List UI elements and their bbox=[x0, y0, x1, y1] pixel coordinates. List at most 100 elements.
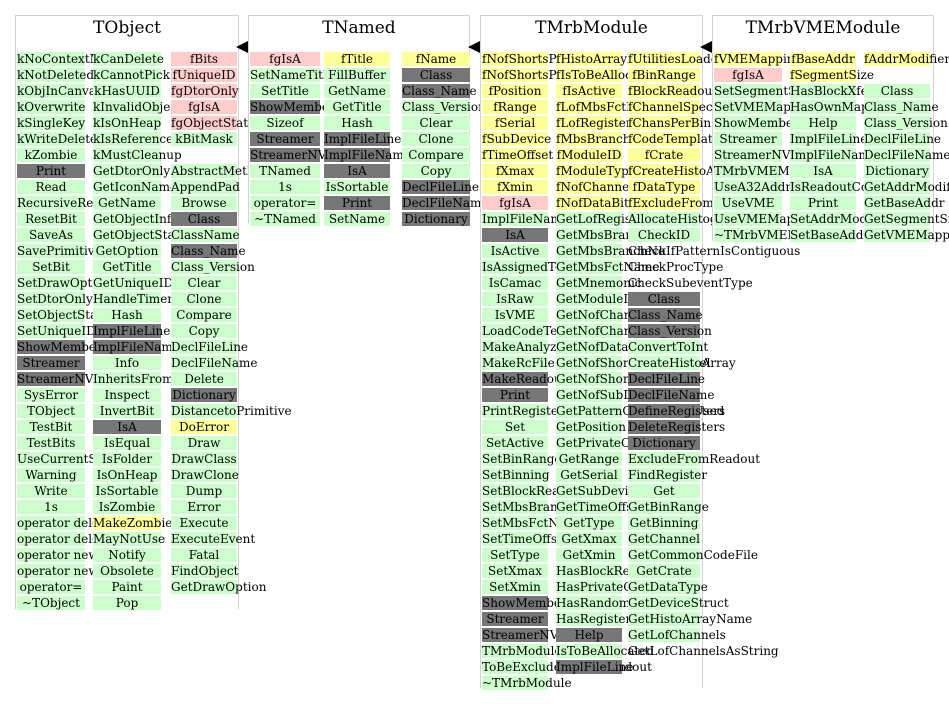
member-cell: GetName bbox=[93, 196, 161, 210]
member-cell: fCodeTemplates bbox=[628, 132, 726, 146]
member-cell: SetMbsFctName bbox=[482, 516, 584, 530]
member-cell: Class bbox=[402, 68, 470, 82]
member-cell: Class_Name bbox=[171, 244, 246, 258]
member-cell: TestBit bbox=[17, 420, 85, 434]
member-label: GetIconName bbox=[93, 180, 178, 194]
member-cell: StreamerNVirtual bbox=[250, 148, 359, 162]
member-cell: UseA32Addressing bbox=[714, 180, 830, 194]
member-label: SetActive bbox=[485, 436, 545, 450]
member-label: Warning bbox=[25, 468, 77, 482]
member-label: Copy bbox=[420, 164, 452, 178]
member-cell: IsCamac bbox=[482, 276, 548, 290]
member-cell: DeclFileName bbox=[864, 148, 949, 162]
member-cell: Class bbox=[864, 84, 930, 98]
member-label: GetMbsFctName bbox=[556, 260, 660, 274]
member-label: SetDtorOnly bbox=[17, 292, 93, 306]
member-cell: kCanDelete bbox=[93, 52, 164, 66]
member-cell: IsActive bbox=[482, 244, 548, 258]
member-cell: SetDtorOnly bbox=[17, 292, 93, 306]
member-label: ImplFileName bbox=[324, 148, 411, 162]
member-cell: ShowMembers bbox=[482, 596, 573, 610]
member-cell: UseVME bbox=[714, 196, 782, 210]
member-cell: Sizeof bbox=[250, 116, 320, 130]
member-label: GetVMEMapping bbox=[864, 228, 949, 242]
member-label: TestBits bbox=[26, 436, 76, 450]
member-label: GetDataType bbox=[628, 580, 708, 594]
member-label: SetName bbox=[328, 212, 386, 226]
member-cell: HasRandomReadout bbox=[556, 596, 681, 610]
member-label: IsActive bbox=[490, 244, 540, 258]
member-cell: DeclFileName bbox=[171, 356, 258, 370]
member-label: fgDtorOnly bbox=[171, 84, 239, 98]
member-label: Streamer bbox=[486, 612, 544, 626]
member-label: operator= bbox=[19, 580, 83, 594]
member-label: CheckSubeventType bbox=[628, 276, 753, 290]
member-label: SetTimeOffset bbox=[482, 532, 569, 546]
member-cell: GetObjectInfo bbox=[93, 212, 179, 226]
inheritance-arrow-icon bbox=[468, 41, 480, 53]
member-label: CheckIfPatternIsContiguous bbox=[628, 244, 801, 258]
member-label: kObjInCanvas bbox=[17, 84, 103, 98]
member-label: Obsolete bbox=[100, 564, 154, 578]
class-panel-tobject: TObject kNoContextMenu kNotDeleted kObjInC… bbox=[15, 15, 292, 610]
member-cell: kMustCleanup bbox=[93, 148, 182, 162]
member-label: GetPosition bbox=[556, 420, 626, 434]
member-label: AppendPad bbox=[171, 180, 240, 194]
member-label: Streamer bbox=[22, 356, 80, 370]
member-label: ImplFileName bbox=[482, 212, 569, 226]
member-label: fNofChannels bbox=[556, 180, 640, 194]
member-cell: 1s bbox=[17, 500, 85, 514]
member-label: CheckID bbox=[637, 228, 691, 242]
member-cell: TMrbModule bbox=[482, 644, 562, 658]
member-label: MakeZombie bbox=[93, 516, 173, 530]
member-label: fgIsA bbox=[269, 52, 301, 66]
member-cell: IsZombie bbox=[93, 500, 161, 514]
member-cell: fBinRange bbox=[628, 68, 700, 82]
member-cell: ImplFileLine bbox=[93, 324, 170, 338]
member-cell: fHistoArrayName bbox=[556, 52, 663, 66]
member-label: fChannelSpec bbox=[628, 100, 713, 114]
member-cell: kOverwrite bbox=[17, 100, 86, 114]
member-label: Info bbox=[114, 356, 140, 370]
member-label: fSubDevice bbox=[482, 132, 552, 146]
member-cell: Fatal bbox=[171, 548, 237, 562]
member-label: fSerial bbox=[494, 116, 536, 130]
member-cell: GetTitle bbox=[324, 100, 390, 114]
member-cell: GetMbsBranch bbox=[556, 228, 648, 242]
member-cell: Class_Version bbox=[171, 260, 255, 274]
member-label: fRange bbox=[493, 100, 537, 114]
member-label: ImplFileLine bbox=[790, 132, 868, 146]
member-label: DeleteRegisters bbox=[628, 420, 726, 434]
member-label: SavePrimitive bbox=[17, 244, 102, 258]
member-label: fBaseAddr bbox=[791, 52, 855, 66]
member-label: GetSegmentSize bbox=[864, 212, 949, 226]
member-label: kInvalidObject bbox=[93, 100, 182, 114]
member-cell: IsA bbox=[790, 164, 856, 178]
inheritance-arrow-icon bbox=[236, 41, 248, 53]
member-cell: IsA bbox=[324, 164, 390, 178]
member-label: ImplFileLine bbox=[556, 660, 634, 674]
member-cell: fgObjectStat bbox=[171, 116, 248, 130]
member-label: IsToBeAllocated bbox=[556, 644, 655, 658]
member-cell: HasOwnMapping bbox=[790, 100, 896, 114]
class-panel-tnamed: TNamed fgIsA SetNameTitle SetTitle ShowMemb… bbox=[248, 15, 489, 226]
member-cell: GetSerial bbox=[556, 468, 622, 482]
member-label: GetAddrModifier bbox=[864, 180, 949, 194]
member-label: InvertBit bbox=[99, 404, 155, 418]
member-cell: DeclFileLine bbox=[864, 132, 941, 146]
member-label: Dictionary bbox=[404, 212, 468, 226]
member-cell: ShowMembers bbox=[714, 116, 805, 130]
member-label: ClassName bbox=[171, 228, 240, 242]
member-cell: ClassName bbox=[171, 228, 240, 242]
member-cell: fTitle bbox=[324, 52, 390, 66]
member-cell: ImplFileName bbox=[482, 212, 569, 226]
member-label: SetSegmentSize bbox=[714, 84, 814, 98]
member-label: TestBit bbox=[29, 420, 73, 434]
member-label: SetDrawOption bbox=[17, 276, 112, 290]
member-cell: DeclFileLine bbox=[628, 372, 705, 386]
member-cell: ExcludeFromReadout bbox=[628, 452, 760, 466]
member-label: Dictionary bbox=[865, 164, 929, 178]
member-label: fUniqueID bbox=[172, 68, 236, 82]
member-cell: Class bbox=[171, 212, 237, 226]
member-cell: Copy bbox=[402, 164, 470, 178]
